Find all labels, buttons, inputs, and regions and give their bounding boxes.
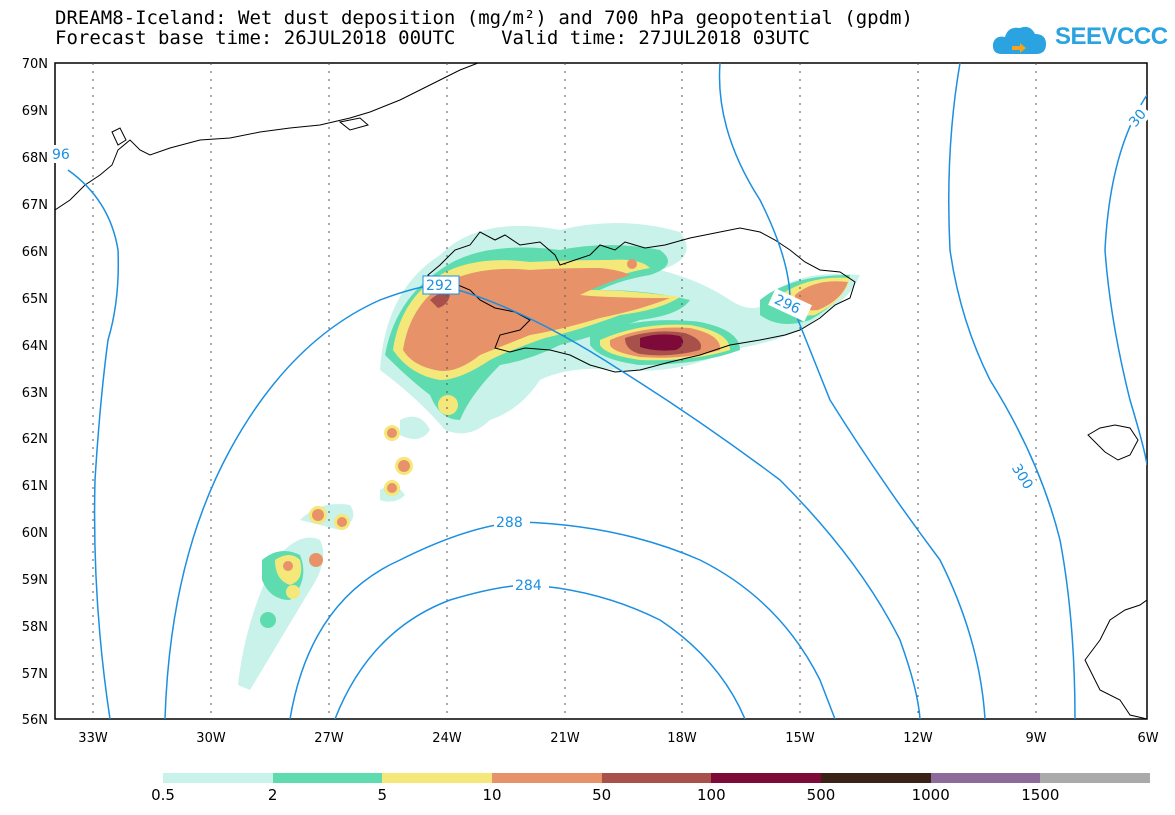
legend-label: 1500 bbox=[1021, 786, 1060, 804]
legend-label: 5 bbox=[377, 786, 388, 804]
legend-swatch bbox=[1040, 773, 1151, 783]
legend-swatch bbox=[711, 773, 822, 783]
lat-label: 65N bbox=[22, 292, 48, 307]
graticule bbox=[92, 63, 1037, 719]
contour-label: 292 bbox=[426, 278, 453, 294]
lon-label: 30W bbox=[196, 731, 226, 746]
latitude-axis: 70N 69N 68N 67N 66N 65N 64N 63N 62N 61N … bbox=[22, 57, 48, 728]
coastlines bbox=[55, 63, 1147, 719]
lat-label: 59N bbox=[22, 573, 48, 588]
lat-label: 62N bbox=[22, 432, 48, 447]
longitude-axis: 33W 30W 27W 24W 21W 18W 15W 12W 9W 6W bbox=[78, 731, 1158, 746]
lon-label: 6W bbox=[1137, 731, 1158, 746]
legend-swatch bbox=[492, 773, 602, 783]
lat-label: 61N bbox=[22, 479, 48, 494]
lon-label: 12W bbox=[903, 731, 933, 746]
legend-label: 10 bbox=[482, 786, 502, 804]
legend-label: 500 bbox=[806, 786, 836, 804]
lon-label: 24W bbox=[432, 731, 462, 746]
lat-label: 70N bbox=[22, 57, 48, 72]
legend-swatch bbox=[601, 773, 712, 783]
legend-swatch bbox=[382, 773, 493, 783]
lat-label: 66N bbox=[22, 245, 48, 260]
lat-label: 57N bbox=[22, 667, 48, 682]
legend-swatch bbox=[272, 773, 383, 783]
seevccc-logo bbox=[990, 20, 1155, 60]
legend-label: 100 bbox=[697, 786, 726, 804]
chart-subtitle: Forecast base time: 26JUL2018 00UTC Vali… bbox=[55, 27, 810, 49]
lat-label: 67N bbox=[22, 198, 48, 213]
contour-labels: 96 292 296 300 288 284 30 bbox=[50, 102, 1152, 594]
lon-label: 27W bbox=[314, 731, 344, 746]
legend-swatch bbox=[821, 773, 931, 783]
lon-label: 33W bbox=[78, 731, 108, 746]
color-legend bbox=[163, 773, 1151, 783]
map-frame bbox=[54, 62, 1148, 720]
lat-label: 56N bbox=[22, 713, 48, 728]
chart-title: DREAM8-Iceland: Wet dust deposition (mg/… bbox=[55, 7, 913, 29]
legend-label: 0.5 bbox=[151, 786, 175, 804]
lat-label: 64N bbox=[22, 339, 48, 354]
lon-label: 15W bbox=[785, 731, 815, 746]
lat-label: 60N bbox=[22, 526, 48, 541]
logo-text: SEEVCCC bbox=[1055, 23, 1168, 50]
cloud-icon bbox=[992, 26, 1046, 54]
lon-label: 18W bbox=[667, 731, 697, 746]
legend-swatch bbox=[163, 773, 273, 783]
legend-label: 50 bbox=[592, 786, 612, 804]
contour-label: 96 bbox=[52, 147, 70, 163]
lat-label: 58N bbox=[22, 620, 48, 635]
lon-label: 21W bbox=[550, 731, 580, 746]
legend-swatch bbox=[930, 773, 1041, 783]
legend-label: 2 bbox=[267, 786, 278, 804]
contour-label: 288 bbox=[496, 515, 523, 531]
lat-label: 68N bbox=[22, 151, 48, 166]
lat-label: 63N bbox=[22, 386, 48, 401]
legend-label: 1000 bbox=[911, 786, 950, 804]
lon-label: 9W bbox=[1025, 731, 1046, 746]
lat-label: 69N bbox=[22, 104, 48, 119]
contour-label: 284 bbox=[515, 578, 542, 594]
